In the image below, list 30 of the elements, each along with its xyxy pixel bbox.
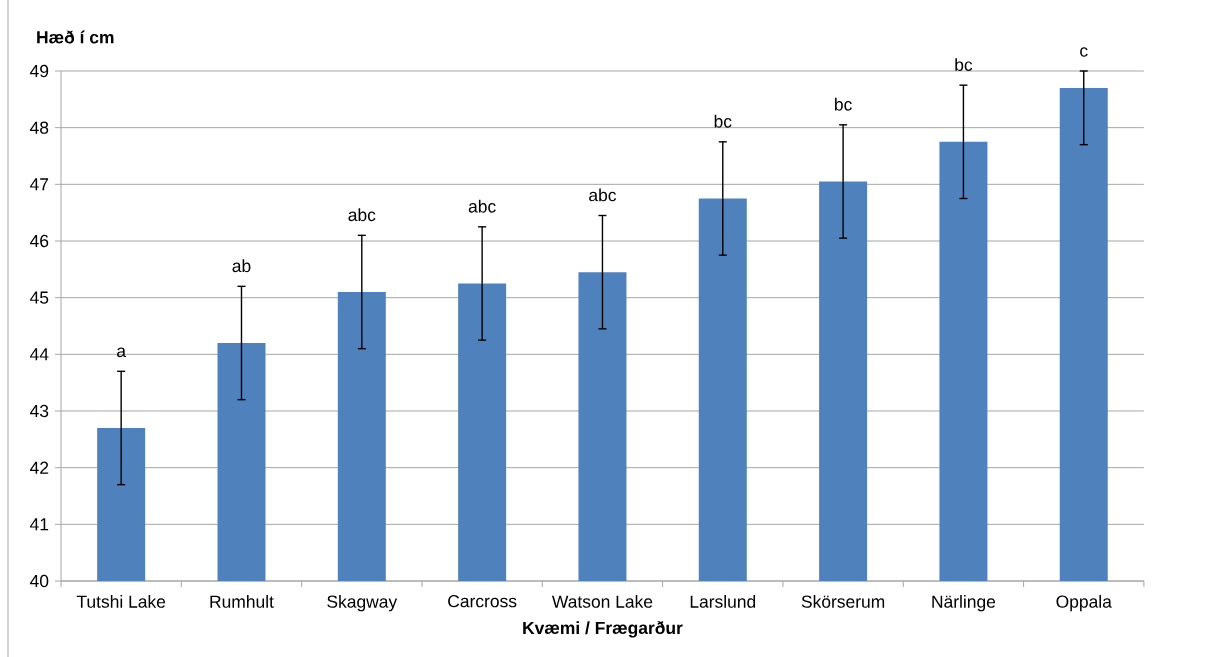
x-tick-label: Larslund [690,595,756,608]
y-tick-label: 41 [30,518,49,531]
x-tick-label: Skagway [327,595,398,612]
y-tick-label: 49 [30,64,49,78]
y-tick-label: 46 [30,234,49,248]
annotation: a [117,347,127,358]
x-tick-label: Rumhult [210,595,274,608]
y-tick-label: 44 [30,348,49,361]
text: bc [955,58,973,71]
x-tick-label: Skörserum [801,595,885,608]
y-tick-label: 48 [30,121,49,134]
x-tick-label: Tutshi Lake [76,595,166,608]
x-tick-label: Oppala [1056,595,1112,612]
x-tick-label: Watson Lake [551,595,653,608]
y-tick-label: 47 [30,178,49,191]
annotation: bc [714,114,732,128]
annotation: abc [589,188,617,202]
x-tick-label: Närlinge [932,595,996,612]
annotation: bc [835,97,852,111]
annotation: abc [468,199,496,213]
text: c [1080,47,1088,57]
y-tick-label: 42 [30,461,49,474]
x-axis-title: Kvæmi / Frægarður [523,621,683,638]
x-tick-label: Carcross [448,595,517,608]
annotation: abc [348,208,376,222]
y-axis-title: Hæð í cm [37,30,114,44]
y-tick-label: 43 [30,404,49,418]
y-tick-label: 45 [30,291,49,304]
y-tick-label: 40 [30,574,49,588]
annotation: ab [232,259,251,273]
